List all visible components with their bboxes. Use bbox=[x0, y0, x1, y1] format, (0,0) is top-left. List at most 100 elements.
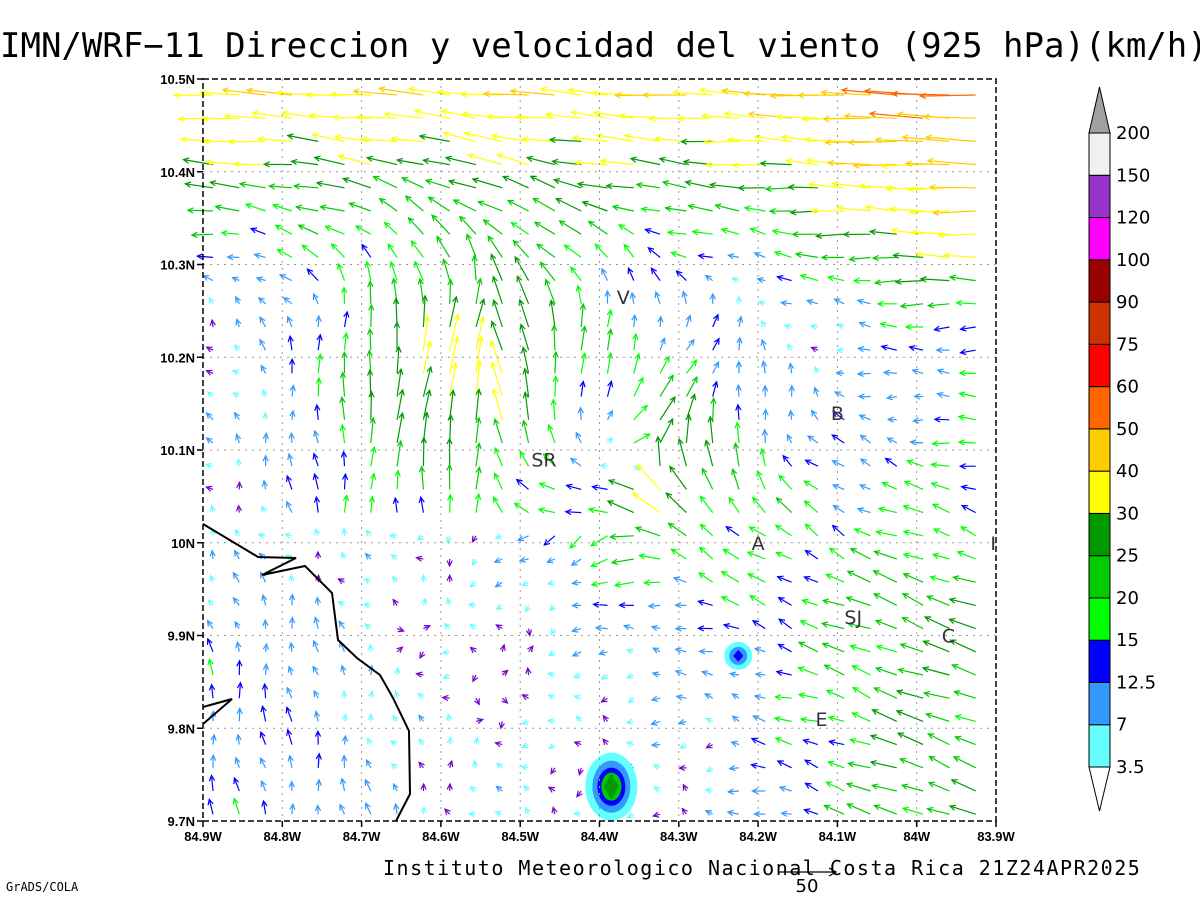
colorbar-bin bbox=[1088, 512, 1111, 557]
wind-arrow bbox=[313, 155, 345, 166]
wind-arrow bbox=[705, 742, 713, 749]
wind-arrow bbox=[629, 291, 636, 304]
wind-arrow bbox=[343, 310, 350, 328]
wind-arrow bbox=[712, 360, 720, 374]
wind-arrow bbox=[900, 783, 924, 792]
wind-arrow bbox=[633, 352, 641, 374]
wind-arrow bbox=[857, 346, 871, 353]
wind-arrow bbox=[368, 495, 375, 513]
wind-arrow bbox=[594, 624, 608, 632]
coastline bbox=[202, 523, 412, 822]
wind-arrow bbox=[261, 505, 268, 513]
wind-arrow bbox=[849, 548, 871, 560]
wind-arrow bbox=[613, 581, 634, 588]
wind-arrow bbox=[776, 275, 792, 282]
wind-arrow bbox=[458, 215, 477, 235]
colorbar-bin bbox=[1088, 301, 1111, 345]
wind-arrow bbox=[880, 344, 897, 351]
wind-arrow bbox=[599, 158, 634, 166]
wind-arrow bbox=[276, 248, 293, 258]
wind-arrow bbox=[874, 136, 924, 144]
x-tick-label: 83.9W bbox=[977, 829, 1015, 844]
wind-arrow bbox=[315, 180, 345, 189]
wind-arrow bbox=[418, 738, 425, 746]
wind-arrow bbox=[895, 689, 924, 699]
wind-arrow bbox=[551, 158, 582, 166]
wind-arrow bbox=[720, 596, 740, 606]
wind-arrow bbox=[471, 254, 478, 281]
wind-arrow bbox=[687, 203, 713, 212]
wind-arrow bbox=[518, 298, 530, 328]
wind-arrow bbox=[697, 599, 713, 606]
wind-arrow bbox=[491, 275, 503, 304]
colorbar-bin bbox=[1088, 174, 1111, 219]
wind-arrow bbox=[845, 596, 871, 606]
wind-arrow bbox=[627, 266, 635, 281]
wind-arrow bbox=[523, 784, 530, 792]
colorbar-bin bbox=[1088, 428, 1111, 472]
wind-arrow bbox=[681, 290, 688, 304]
wind-arrow bbox=[902, 552, 924, 560]
island-coastline bbox=[202, 698, 233, 725]
wind-arrow bbox=[529, 175, 556, 189]
wind-arrow bbox=[872, 570, 898, 583]
wind-arrow bbox=[835, 347, 845, 354]
colorbar-label: 90 bbox=[1116, 292, 1139, 313]
wind-arrow bbox=[501, 697, 509, 704]
wind-arrow bbox=[563, 244, 582, 258]
wind-arrow bbox=[441, 649, 450, 656]
wind-arrow bbox=[587, 220, 608, 235]
wind-arrow bbox=[786, 433, 793, 444]
wind-arrow bbox=[951, 664, 976, 676]
wind-arrow bbox=[810, 409, 819, 421]
wind-arrow bbox=[446, 713, 453, 722]
wind-arrow bbox=[494, 446, 503, 467]
wind-arrow bbox=[207, 658, 214, 676]
wind-arrow bbox=[446, 736, 454, 745]
wind-arrow bbox=[231, 276, 240, 283]
wind-arrow bbox=[492, 298, 503, 328]
wind-arrow bbox=[369, 416, 376, 444]
wind-arrow bbox=[595, 132, 634, 142]
wind-arrow bbox=[172, 92, 214, 99]
wind-arrow bbox=[338, 620, 345, 629]
wind-arrow bbox=[942, 252, 976, 259]
wind-arrow bbox=[232, 161, 266, 168]
wind-arrow bbox=[395, 157, 424, 166]
wind-arrow bbox=[749, 227, 766, 235]
wind-arrow bbox=[571, 650, 582, 657]
wind-arrow bbox=[244, 203, 266, 212]
wind-arrow bbox=[950, 779, 976, 792]
wind-arrow bbox=[827, 715, 845, 722]
wind-arrow bbox=[286, 133, 319, 142]
wind-arrow bbox=[910, 229, 950, 236]
wind-arrow bbox=[208, 683, 216, 699]
wind-arrow bbox=[802, 738, 819, 746]
wind-arrow bbox=[622, 624, 634, 631]
wind-arrow bbox=[521, 580, 529, 587]
wind-arrow bbox=[341, 734, 349, 745]
wind-arrow bbox=[572, 672, 582, 679]
wind-arrow bbox=[261, 799, 268, 815]
wind-arrow bbox=[771, 228, 792, 235]
wind-arrow bbox=[852, 277, 871, 284]
wind-arrow bbox=[288, 431, 295, 444]
wind-arrow bbox=[443, 808, 451, 815]
wind-arrow bbox=[617, 224, 635, 235]
wind-arrow bbox=[658, 156, 687, 166]
wind-arrow bbox=[341, 177, 371, 189]
wind-arrow bbox=[651, 811, 661, 818]
colorbar-bin bbox=[1088, 555, 1111, 599]
wind-arrow bbox=[730, 740, 740, 747]
wind-arrow bbox=[315, 752, 322, 768]
wind-arrow bbox=[394, 666, 401, 676]
x-tick-label: 84.6W bbox=[422, 829, 460, 844]
wind-arrow bbox=[708, 182, 740, 189]
wind-arrow bbox=[204, 462, 214, 469]
wind-arrow bbox=[205, 369, 214, 376]
wind-arrow bbox=[352, 88, 398, 96]
wind-arrow bbox=[365, 155, 398, 166]
wind-arrow bbox=[418, 495, 425, 513]
wind-arrow bbox=[761, 360, 768, 374]
wind-arrow bbox=[348, 202, 372, 212]
